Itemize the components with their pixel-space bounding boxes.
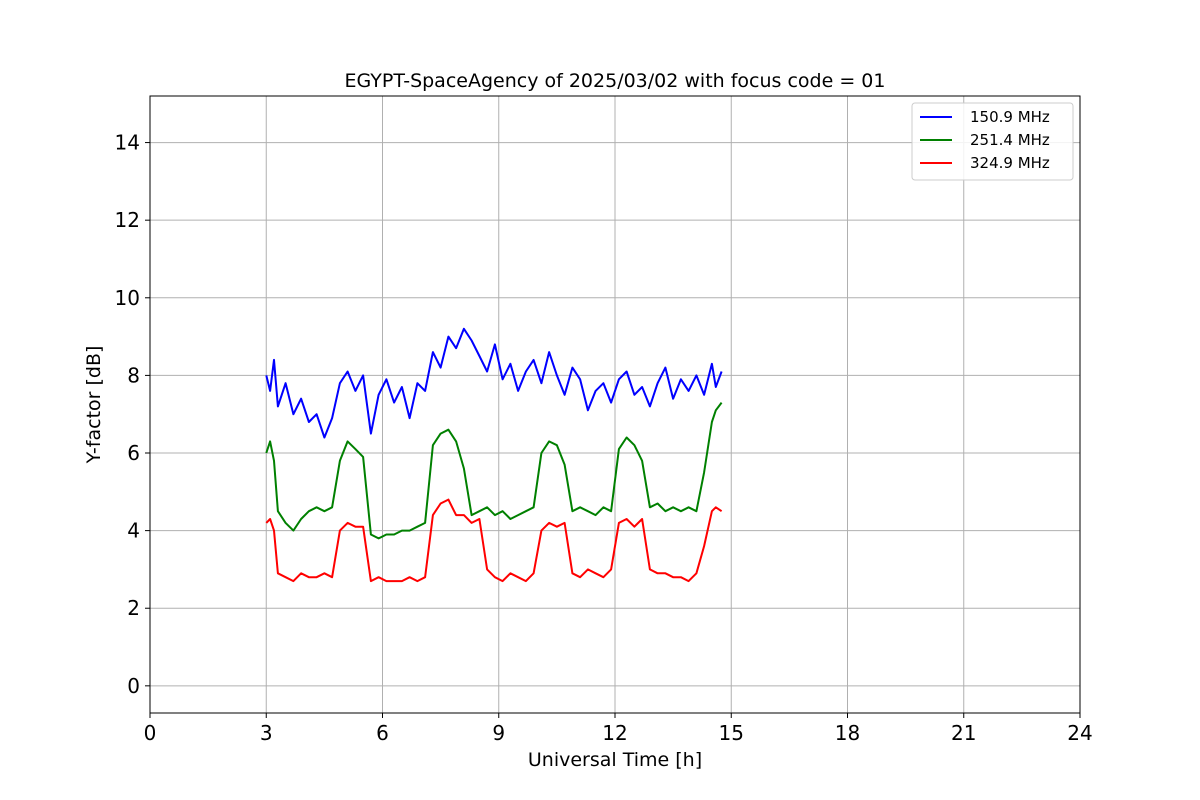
y-tick-label: 6 <box>127 441 140 465</box>
y-tick-label: 8 <box>127 363 140 387</box>
series-layer <box>265 327 723 583</box>
x-tick-label: 6 <box>376 721 389 745</box>
y-tick-label: 2 <box>127 596 140 620</box>
y-tick-label: 4 <box>127 519 140 543</box>
grid <box>149 96 1081 713</box>
x-tick-label: 0 <box>144 721 157 745</box>
x-tick-label: 21 <box>951 721 976 745</box>
legend-label: 150.9 MHz <box>970 108 1050 126</box>
x-axis-label: Universal Time [h] <box>528 749 702 771</box>
x-tick-label: 24 <box>1067 721 1092 745</box>
y-axis-label: Y-factor [dB] <box>83 346 105 465</box>
y-tick-label: 12 <box>115 208 140 232</box>
x-tick-label: 15 <box>719 721 744 745</box>
legend-box <box>911 102 1074 181</box>
y-tick-label: 10 <box>115 286 140 310</box>
legend-label: 324.9 MHz <box>970 154 1050 172</box>
legend-label: 251.4 MHz <box>970 131 1050 149</box>
series-line-3 <box>265 498 723 583</box>
y-tick-label: 0 <box>127 674 140 698</box>
series-line-2 <box>265 401 723 540</box>
series-line-1 <box>265 327 723 439</box>
x-tick-label: 18 <box>835 721 860 745</box>
y-tick-label: 14 <box>115 131 140 155</box>
chart-title: EGYPT-SpaceAgency of 2025/03/02 with foc… <box>345 70 886 92</box>
x-tick-label: 12 <box>602 721 627 745</box>
x-tick-label: 3 <box>260 721 273 745</box>
legend: 150.9 MHz 251.4 MHz 324.9 MHz <box>911 102 1074 181</box>
x-tick-label: 9 <box>492 721 505 745</box>
